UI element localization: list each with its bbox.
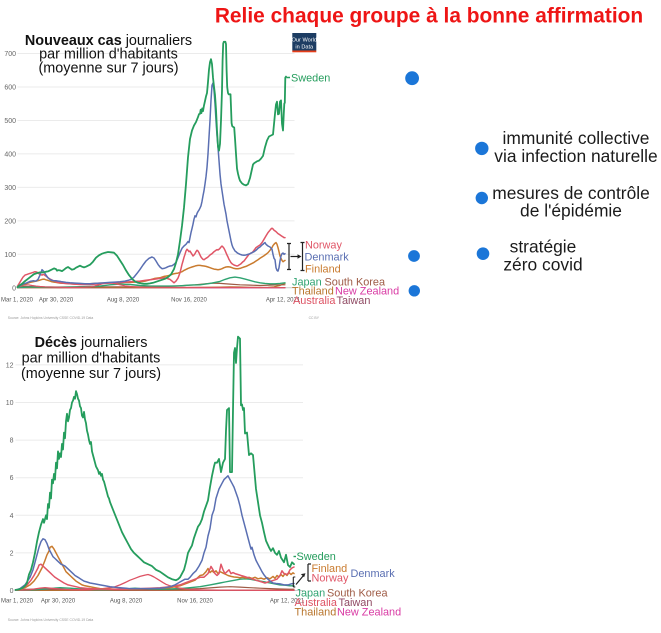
svg-text:8: 8	[10, 438, 14, 445]
svg-text:Relie chaque groupe à la bonne: Relie chaque groupe à la bonne affirmati…	[215, 5, 643, 28]
svg-text:Aug 8, 2020: Aug 8, 2020	[107, 298, 140, 304]
svg-text:Sweden: Sweden	[291, 73, 330, 85]
svg-text:Thailand: Thailand	[295, 607, 337, 619]
svg-text:Taiwan: Taiwan	[339, 597, 373, 609]
svg-text:Apr 30, 2020: Apr 30, 2020	[41, 599, 76, 605]
svg-text:Décès journaliers: Décès journaliers	[35, 335, 148, 351]
svg-text:Sweden: Sweden	[297, 551, 336, 563]
svg-text:(moyenne sur 7 jours): (moyenne sur 7 jours)	[39, 60, 179, 76]
svg-text:Finland: Finland	[305, 263, 341, 275]
svg-text:6: 6	[10, 475, 14, 482]
svg-text:mesures de contrôle: mesures de contrôle	[492, 183, 650, 203]
svg-text:Apr 12, 2021: Apr 12, 2021	[270, 599, 305, 605]
svg-text:New Zealand: New Zealand	[335, 286, 399, 298]
svg-text:Australia: Australia	[293, 295, 336, 307]
svg-text:(moyenne sur 7 jours): (moyenne sur 7 jours)	[21, 366, 161, 382]
svg-text:par million d'habitants: par million d'habitants	[39, 47, 178, 63]
svg-text:Norway: Norway	[305, 239, 342, 251]
svg-text:500: 500	[4, 118, 16, 125]
svg-text:Nov 16, 2020: Nov 16, 2020	[171, 298, 207, 304]
svg-text:zéro covid: zéro covid	[503, 254, 582, 274]
svg-text:Our World: Our World	[292, 38, 317, 44]
svg-text:600: 600	[4, 85, 16, 92]
svg-text:10: 10	[6, 400, 14, 407]
svg-text:Australia: Australia	[295, 597, 338, 609]
svg-text:New Zealand: New Zealand	[337, 607, 401, 619]
svg-text:in Data: in Data	[295, 45, 314, 51]
svg-text:Mar 1, 2020: Mar 1, 2020	[1, 298, 34, 304]
svg-text:100: 100	[4, 252, 16, 259]
svg-text:Aug 8, 2020: Aug 8, 2020	[110, 599, 143, 605]
svg-text:Taiwan: Taiwan	[337, 295, 371, 307]
svg-text:Thailand: Thailand	[292, 286, 334, 298]
svg-text:700: 700	[4, 51, 16, 58]
svg-text:Japan: Japan	[296, 587, 326, 599]
svg-text:Denmark: Denmark	[305, 252, 350, 264]
svg-text:0: 0	[10, 588, 14, 595]
svg-text:Source: Johns Hopkins Universi: Source: Johns Hopkins University CSSE CO…	[8, 618, 94, 622]
svg-text:Japan: Japan	[292, 276, 322, 288]
svg-text:Mar 1, 2020: Mar 1, 2020	[1, 599, 34, 605]
svg-text:immunité collective: immunité collective	[503, 128, 650, 148]
svg-text:stratégie: stratégie	[510, 236, 577, 256]
svg-text:Nouveaux cas journaliers: Nouveaux cas journaliers	[25, 33, 192, 49]
svg-text:Apr 30, 2020: Apr 30, 2020	[39, 298, 74, 304]
svg-text:Norway: Norway	[312, 572, 349, 584]
svg-text:2: 2	[10, 550, 14, 557]
svg-text:South Korea: South Korea	[325, 276, 386, 288]
svg-text:400: 400	[4, 151, 16, 158]
svg-text:Denmark: Denmark	[351, 568, 396, 580]
svg-text:300: 300	[4, 185, 16, 192]
svg-text:Finland: Finland	[312, 563, 348, 575]
svg-text:de l'épidémie: de l'épidémie	[520, 200, 622, 220]
svg-text:Apr 12, 2021: Apr 12, 2021	[266, 298, 301, 304]
svg-text:200: 200	[4, 218, 16, 225]
svg-text:Source: Johns Hopkins Universi: Source: Johns Hopkins University CSSE CO…	[8, 316, 94, 320]
svg-text:4: 4	[10, 513, 14, 520]
svg-text:via infection naturelle: via infection naturelle	[494, 146, 657, 166]
svg-text:12: 12	[6, 362, 14, 369]
svg-text:par million d'habitants: par million d'habitants	[22, 351, 161, 367]
svg-text:CC BY: CC BY	[309, 316, 320, 320]
svg-text:Nov 16, 2020: Nov 16, 2020	[177, 599, 213, 605]
svg-text:South Korea: South Korea	[327, 587, 388, 599]
svg-text:0: 0	[12, 285, 16, 292]
